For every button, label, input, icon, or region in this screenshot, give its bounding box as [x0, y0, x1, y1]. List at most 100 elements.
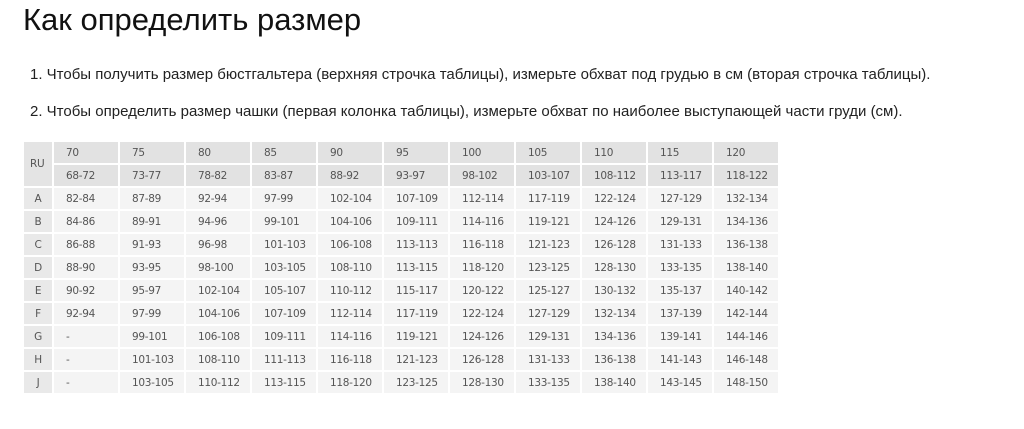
bust-range-cell: 110-112	[184, 370, 252, 395]
band-size-header: 115	[646, 140, 714, 165]
underbust-row: 68-72 73-77 78-82 83-87 88-92 93-97 98-102 103-…	[23, 163, 780, 188]
bust-range-cell: 87-89	[118, 186, 186, 211]
bust-range-cell: 111-113	[250, 347, 318, 372]
cup-size-label: E	[22, 278, 54, 303]
table-row: D 88-90 93-95 98-100 103-105 108-110 113-115 11…	[22, 255, 780, 280]
bust-range-cell: 129-131	[514, 324, 582, 349]
bust-range-cell: 89-91	[118, 209, 186, 234]
bust-range-cell: 131-133	[646, 232, 714, 257]
bust-range-cell: 108-110	[184, 347, 252, 372]
bust-range-cell: 134-136	[580, 324, 648, 349]
bust-range-cell: 118-120	[316, 370, 384, 395]
bust-range-cell: 103-105	[118, 370, 186, 395]
bust-range-cell: 99-101	[250, 209, 318, 234]
underbust-range: 68-72	[52, 163, 120, 188]
bust-range-cell: 103-105	[250, 255, 318, 280]
band-size-header: 70	[52, 140, 120, 165]
bust-range-cell: 95-97	[118, 278, 186, 303]
bust-range-cell: 136-138	[580, 347, 648, 372]
bust-range-cell: 128-130	[580, 255, 648, 280]
cup-size-label: F	[22, 301, 54, 326]
bust-range-cell: 124-126	[580, 209, 648, 234]
bust-range-cell: 119-121	[382, 324, 450, 349]
bust-range-cell: 97-99	[250, 186, 318, 211]
bust-range-cell: 134-136	[712, 209, 780, 234]
bust-range-cell: 131-133	[514, 347, 582, 372]
underbust-range: 118-122	[712, 163, 780, 188]
bust-range-cell: 107-109	[382, 186, 450, 211]
bust-range-cell: 91-93	[118, 232, 186, 257]
bust-range-cell: -	[52, 347, 120, 372]
bust-range-cell: 99-101	[118, 324, 186, 349]
bust-range-cell: 133-135	[514, 370, 582, 395]
bust-range-cell: 125-127	[514, 278, 582, 303]
band-size-header: 105	[514, 140, 582, 165]
bust-range-cell: 143-145	[646, 370, 714, 395]
underbust-range: 83-87	[250, 163, 318, 188]
bust-range-cell: 117-119	[514, 186, 582, 211]
bust-range-cell: 123-125	[514, 255, 582, 280]
bust-range-cell: 127-129	[514, 301, 582, 326]
size-table: RU 70 75 80 85 90 95 100 105 110 115 120 68-72 73-77 7…	[22, 140, 780, 395]
bust-range-cell: 102-104	[184, 278, 252, 303]
cup-size-label: B	[22, 209, 54, 234]
bust-range-cell: 126-128	[448, 347, 516, 372]
bust-range-cell: 112-114	[448, 186, 516, 211]
bust-range-cell: 126-128	[580, 232, 648, 257]
bust-range-cell: 114-116	[316, 324, 384, 349]
bust-range-cell: 140-142	[712, 278, 780, 303]
band-size-header: 90	[316, 140, 384, 165]
bust-range-cell: 82-84	[52, 186, 120, 211]
bust-range-cell: 137-139	[646, 301, 714, 326]
bust-range-cell: 122-124	[448, 301, 516, 326]
table-row: C 86-88 91-93 96-98 101-103 106-108 113-113 116…	[22, 232, 780, 257]
underbust-range: 98-102	[448, 163, 516, 188]
bust-range-cell: 104-106	[316, 209, 384, 234]
underbust-range: 78-82	[184, 163, 252, 188]
bust-range-cell: 112-114	[316, 301, 384, 326]
bust-range-cell: 129-131	[646, 209, 714, 234]
bust-range-cell: 108-110	[316, 255, 384, 280]
bust-range-cell: 97-99	[118, 301, 186, 326]
cup-size-label: D	[22, 255, 54, 280]
underbust-range: 88-92	[316, 163, 384, 188]
bust-range-cell: 133-135	[646, 255, 714, 280]
bust-range-cell: 123-125	[382, 370, 450, 395]
bust-range-cell: 110-112	[316, 278, 384, 303]
band-size-header: 110	[580, 140, 648, 165]
table-corner-label: RU	[22, 140, 54, 188]
bust-range-cell: 116-118	[448, 232, 516, 257]
underbust-range: 93-97	[382, 163, 450, 188]
underbust-range: 103-107	[514, 163, 582, 188]
bust-range-cell: 98-100	[184, 255, 252, 280]
bust-range-cell: 104-106	[184, 301, 252, 326]
bust-range-cell: 121-123	[382, 347, 450, 372]
bust-range-cell: 136-138	[712, 232, 780, 257]
bust-range-cell: 105-107	[250, 278, 318, 303]
bust-range-cell: 101-103	[250, 232, 318, 257]
band-size-header: 80	[184, 140, 252, 165]
bust-range-cell: 114-116	[448, 209, 516, 234]
bust-range-cell: 109-111	[250, 324, 318, 349]
bust-range-cell: 107-109	[250, 301, 318, 326]
cup-size-label: G	[22, 324, 54, 349]
bust-range-cell: 92-94	[52, 301, 120, 326]
band-size-header: 100	[448, 140, 516, 165]
bust-range-cell: 142-144	[712, 301, 780, 326]
bust-range-cell: 88-90	[52, 255, 120, 280]
bust-range-cell: 106-108	[316, 232, 384, 257]
bust-range-cell: -	[52, 370, 120, 395]
table-row: B 84-86 89-91 94-96 99-101 104-106 109-111 114-…	[22, 209, 780, 234]
bust-range-cell: 138-140	[580, 370, 648, 395]
bust-range-cell: 135-137	[646, 278, 714, 303]
underbust-range: 73-77	[118, 163, 186, 188]
bust-range-cell: 119-121	[514, 209, 582, 234]
table-row: E 90-92 95-97 102-104 105-107 110-112 115-117 1…	[22, 278, 780, 303]
cup-size-label: A	[22, 186, 54, 211]
bust-range-cell: 84-86	[52, 209, 120, 234]
bust-range-cell: 106-108	[184, 324, 252, 349]
bust-range-cell: 139-141	[646, 324, 714, 349]
bust-range-cell: 94-96	[184, 209, 252, 234]
bust-range-cell: 113-115	[382, 255, 450, 280]
bust-range-cell: 90-92	[52, 278, 120, 303]
